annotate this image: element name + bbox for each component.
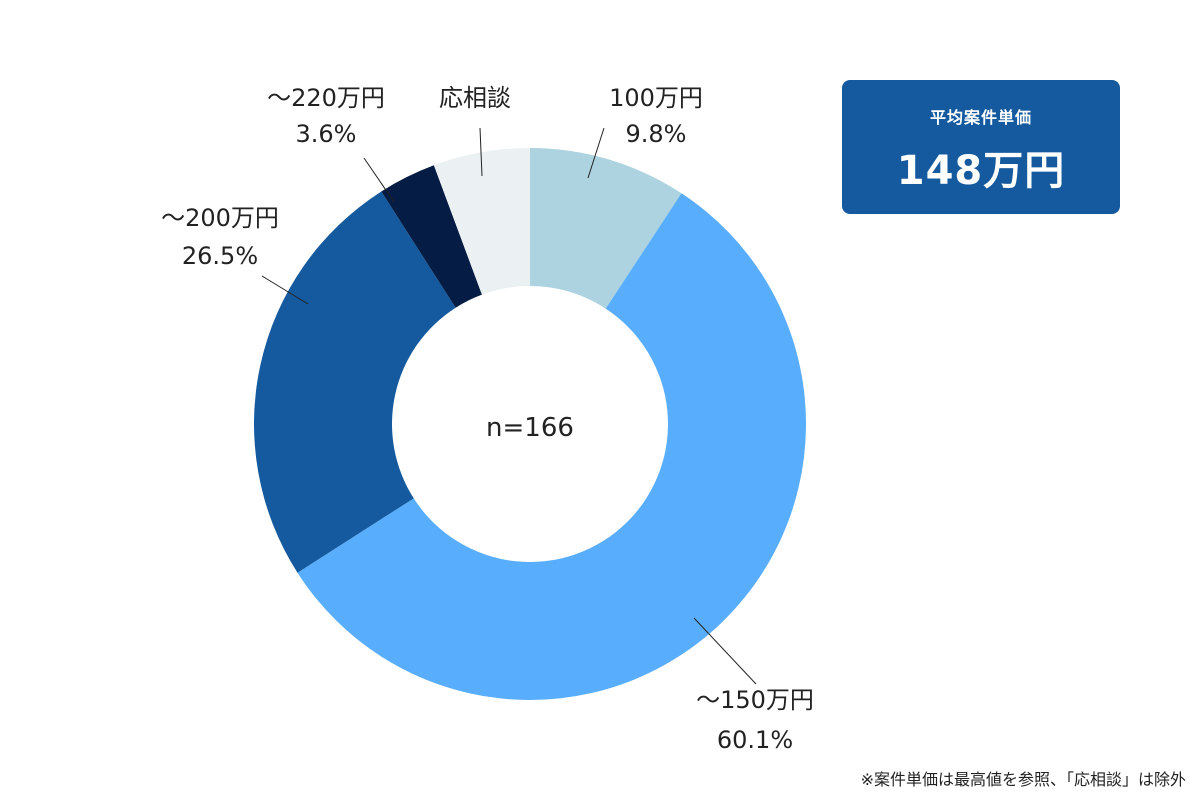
average-price-label: 平均案件単価 xyxy=(929,108,1032,127)
footnote: ※案件単価は最高値を参照、「応相談」は除外 xyxy=(860,770,1186,789)
average-price-value: 148万円 xyxy=(896,148,1066,194)
slice-label-3: ～200万円 xyxy=(161,204,279,232)
slice-label-5: 応相談 xyxy=(439,84,511,112)
average-price-box: 平均案件単価 148万円 xyxy=(842,80,1120,214)
slice-label-1: 100万円 xyxy=(609,84,703,112)
center-label: n=166 xyxy=(486,413,574,443)
slice-4 xyxy=(381,165,482,308)
slice-2 xyxy=(297,193,806,700)
leader-line-2 xyxy=(693,617,757,685)
donut-slices xyxy=(253,148,806,700)
slice-label-2: ～150万円 xyxy=(696,686,814,714)
slice-3 xyxy=(253,191,456,573)
slice-percent-4: 3.6% xyxy=(296,120,357,148)
slice-5 xyxy=(433,148,530,295)
leader-line-5 xyxy=(479,127,483,177)
slice-1 xyxy=(530,148,682,309)
leader-line-4 xyxy=(363,157,395,203)
slice-label-4: ～220万円 xyxy=(267,84,385,112)
slice-percent-2: 60.1% xyxy=(717,726,793,754)
slice-percent-3: 26.5% xyxy=(182,242,258,270)
slice-percent-1: 9.8% xyxy=(626,120,687,148)
slice-labels: 100万円 9.8% ～150万円 60.1% ～200万円 26.5% ～220万円 3.6… xyxy=(161,84,814,754)
leader-lines xyxy=(261,127,757,685)
leader-line-3 xyxy=(261,275,309,305)
leader-line-1 xyxy=(587,127,605,179)
